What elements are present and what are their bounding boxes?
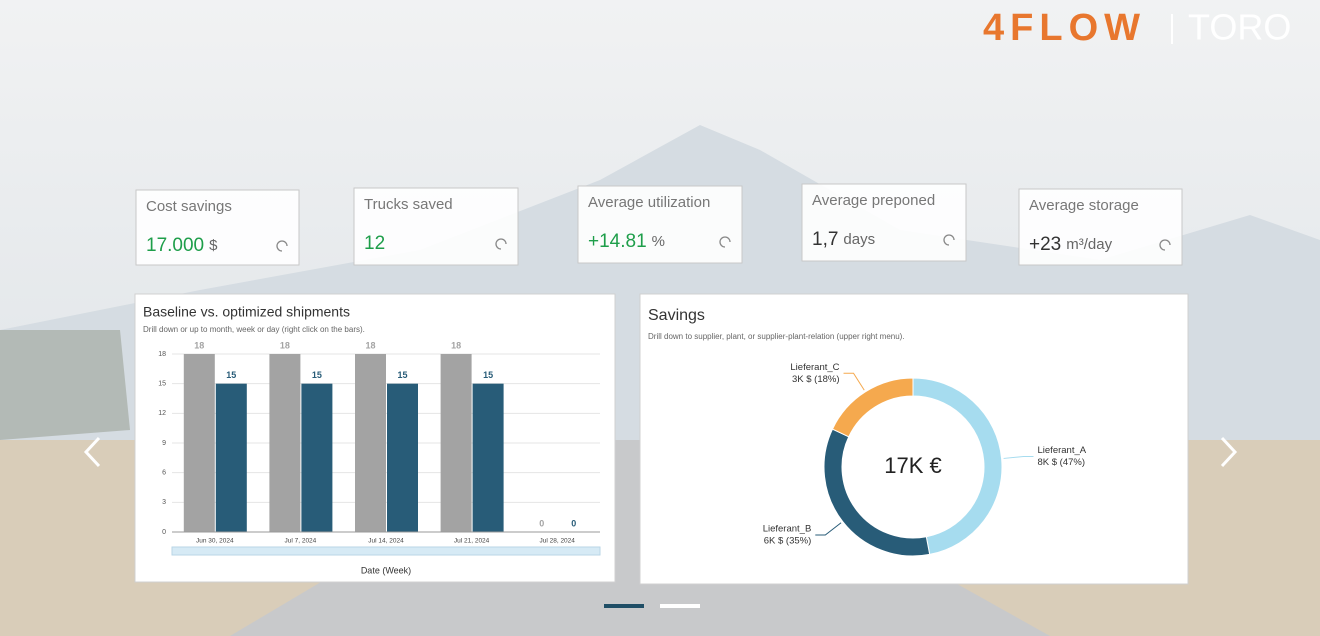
- leader-line: [815, 522, 842, 536]
- x-tick-label: Jul 28, 2024: [539, 538, 575, 545]
- slice-label: Lieferant_A: [1038, 445, 1087, 456]
- kpi-card: [1018, 188, 1183, 266]
- leader-line: [843, 372, 865, 391]
- x-tick-label: Jul 21, 2024: [454, 538, 490, 545]
- bar-value-label: 18: [451, 340, 461, 350]
- bar-value-label: 0: [571, 518, 576, 528]
- refresh-icon: [276, 240, 288, 252]
- slice-label: Lieferant_B: [763, 524, 812, 535]
- x-tick-label: Jul 14, 2024: [368, 538, 404, 545]
- kpi-number: 17.000: [146, 235, 204, 256]
- bar: [472, 383, 504, 532]
- kpi-number: 12: [364, 233, 385, 254]
- product-name: TORO: [1188, 7, 1291, 48]
- kpi-card: [577, 185, 743, 264]
- bar-value-label: 15: [312, 370, 322, 380]
- slice-label: Lieferant_C: [790, 362, 839, 373]
- donut-segment: [831, 377, 914, 438]
- chart-title: Savings: [648, 307, 705, 324]
- kpi-value: +14.81%: [588, 231, 665, 252]
- kpi-number: +14.81: [588, 231, 647, 252]
- kpi-label: Average storage: [1029, 197, 1139, 214]
- bar: [183, 354, 215, 532]
- leader-line: [1003, 456, 1034, 459]
- kpi-label: Trucks saved: [364, 196, 453, 213]
- slice-value-label: 3K $ (18%): [792, 374, 840, 385]
- kpi-value: 17.000 $: [146, 235, 218, 256]
- bar-value-label: 18: [280, 340, 290, 350]
- kpi-label: Cost savings: [146, 198, 232, 215]
- bar: [301, 383, 333, 532]
- bar-value-label: 18: [194, 340, 204, 350]
- slice-value-label: 6K $ (35%): [764, 536, 812, 547]
- kpi-number: 1,7: [812, 229, 838, 250]
- bar-value-label: 15: [483, 370, 493, 380]
- bar: [269, 354, 301, 532]
- kpi-number: +23: [1029, 234, 1061, 255]
- kpi-card: [353, 187, 519, 266]
- bar-value-label: 0: [539, 518, 544, 528]
- bar-value-label: 15: [397, 370, 407, 380]
- bar: [387, 383, 418, 532]
- next-arrow[interactable]: [1220, 436, 1238, 468]
- kpi-unit: $: [209, 237, 218, 254]
- forest: [0, 330, 130, 440]
- bar-value-label: 15: [226, 370, 236, 380]
- bar: [440, 354, 472, 532]
- y-tick-label: 0: [162, 529, 166, 536]
- chart-panel: [639, 293, 1189, 585]
- slide-indicator[interactable]: [660, 604, 700, 608]
- y-tick-label: 15: [158, 381, 166, 388]
- kpi-card: [801, 183, 967, 262]
- y-tick-label: 18: [158, 351, 166, 358]
- kpi-card: [135, 189, 300, 266]
- y-tick-label: 12: [158, 410, 166, 417]
- refresh-icon: [943, 234, 955, 246]
- y-tick-label: 6: [162, 470, 166, 477]
- y-tick-label: 9: [162, 440, 166, 447]
- kpi-value: 1,7 days: [812, 229, 875, 250]
- kpi-unit: days: [843, 231, 875, 248]
- bar: [215, 383, 247, 532]
- center-label: 17K €: [884, 453, 942, 478]
- bar: [355, 354, 386, 532]
- refresh-icon: [719, 236, 731, 248]
- y-tick-label: 3: [162, 499, 166, 506]
- slice-value-label: 8K $ (47%): [1038, 457, 1086, 468]
- refresh-icon: [1159, 239, 1171, 251]
- kpi-label: Average preponed: [812, 192, 935, 209]
- bar-value-label: 18: [365, 340, 375, 350]
- kpi-label: Average utilization: [588, 194, 710, 211]
- scrollbar: [171, 546, 601, 556]
- chart-title: Baseline vs. optimized shipments: [143, 304, 350, 320]
- kpi-value: 12: [364, 233, 385, 254]
- kpi-value: +23 m³/day: [1029, 234, 1113, 255]
- refresh-icon: [495, 238, 507, 250]
- brand-logo: 4FLOW: [983, 7, 1146, 49]
- kpi-unit: %: [652, 233, 665, 250]
- chart-subtitle: Drill down or up to month, week or day (…: [143, 325, 365, 334]
- chart-subtitle: Drill down to supplier, plant, or suppli…: [648, 332, 905, 341]
- kpi-unit: m³/day: [1066, 236, 1112, 253]
- slide-indicator-active[interactable]: [604, 604, 644, 608]
- prev-arrow[interactable]: [83, 436, 101, 468]
- x-tick-label: Jun 30, 2024: [196, 538, 234, 545]
- x-tick-label: Jul 7, 2024: [284, 538, 316, 545]
- x-axis-label: Date (Week): [361, 565, 411, 575]
